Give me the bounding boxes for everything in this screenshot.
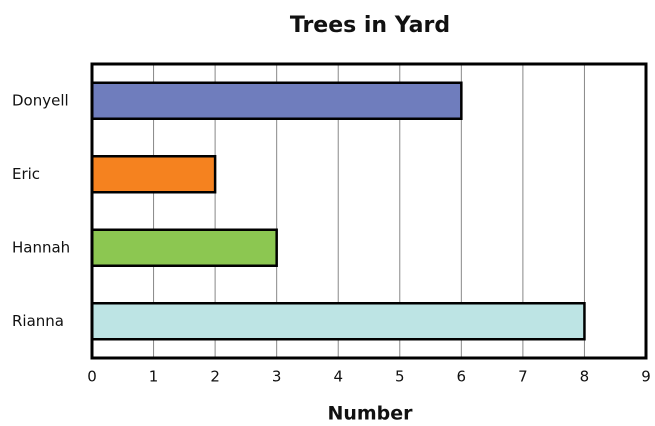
plot-frame xyxy=(90,62,648,360)
y-tick-label: Rianna xyxy=(12,312,64,330)
chart-title: Trees in Yard xyxy=(290,13,450,38)
x-tick-label: 1 xyxy=(149,368,159,386)
x-tick-label: 6 xyxy=(457,368,467,386)
x-axis-label: Number xyxy=(327,403,413,425)
y-tick-label: Donyell xyxy=(12,91,69,109)
x-tick-label: 9 xyxy=(641,368,651,386)
bar xyxy=(90,155,217,194)
bar xyxy=(90,302,586,341)
bar xyxy=(90,228,278,267)
x-tick-label: 7 xyxy=(518,368,528,386)
y-tick-label: Eric xyxy=(12,165,40,183)
y-tick-label: Hannah xyxy=(12,238,70,256)
x-tick-label: 5 xyxy=(395,368,405,386)
x-tick-label: 0 xyxy=(87,368,97,386)
x-tick-label: 2 xyxy=(210,368,220,386)
x-tick-label: 8 xyxy=(580,368,590,386)
bar xyxy=(90,81,463,120)
x-tick-label: 3 xyxy=(272,368,282,386)
x-tick-label: 4 xyxy=(333,368,343,386)
